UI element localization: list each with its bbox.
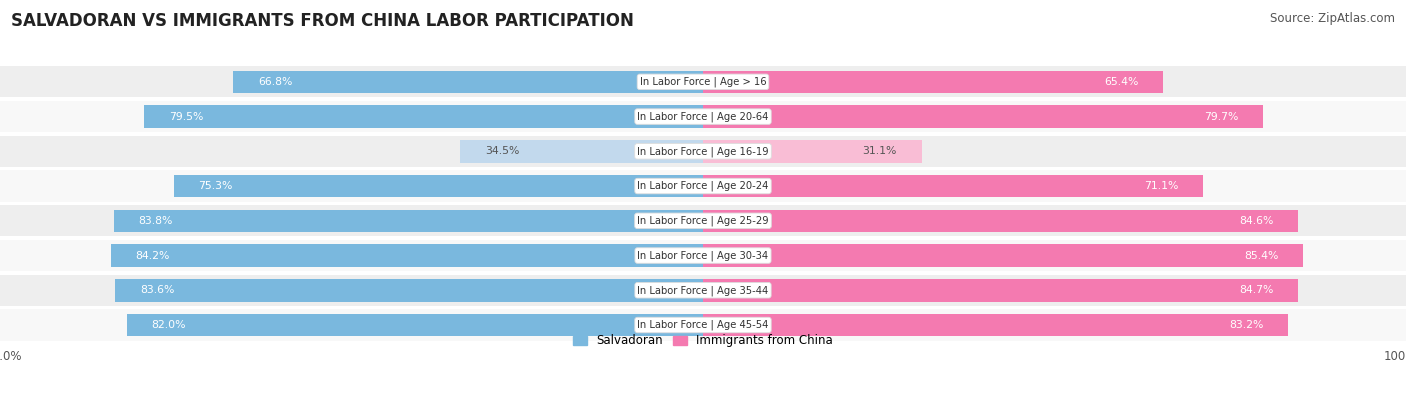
Bar — [233, 71, 703, 93]
Bar — [0, 205, 1406, 237]
Bar — [115, 279, 703, 301]
Text: 79.7%: 79.7% — [1205, 111, 1239, 122]
Text: 84.7%: 84.7% — [1240, 285, 1274, 295]
Bar — [0, 66, 1406, 98]
Text: In Labor Force | Age 35-44: In Labor Force | Age 35-44 — [637, 285, 769, 295]
Text: In Labor Force | Age > 16: In Labor Force | Age > 16 — [640, 77, 766, 87]
Text: 79.5%: 79.5% — [169, 111, 202, 122]
Text: SALVADORAN VS IMMIGRANTS FROM CHINA LABOR PARTICIPATION: SALVADORAN VS IMMIGRANTS FROM CHINA LABO… — [11, 12, 634, 30]
Bar — [703, 105, 1264, 128]
Bar — [0, 101, 1406, 132]
Text: 83.6%: 83.6% — [141, 285, 174, 295]
Text: 75.3%: 75.3% — [198, 181, 232, 191]
Text: 71.1%: 71.1% — [1144, 181, 1178, 191]
Bar — [703, 140, 922, 163]
Bar — [173, 175, 703, 198]
Text: 84.6%: 84.6% — [1239, 216, 1272, 226]
Bar — [145, 105, 703, 128]
Text: 34.5%: 34.5% — [485, 146, 519, 156]
Text: In Labor Force | Age 20-24: In Labor Force | Age 20-24 — [637, 181, 769, 191]
Bar — [703, 71, 1163, 93]
Text: In Labor Force | Age 45-54: In Labor Force | Age 45-54 — [637, 320, 769, 330]
Bar — [0, 240, 1406, 271]
Bar — [0, 275, 1406, 306]
Bar — [127, 314, 703, 336]
Text: In Labor Force | Age 16-19: In Labor Force | Age 16-19 — [637, 146, 769, 156]
Bar — [114, 209, 703, 232]
Legend: Salvadoran, Immigrants from China: Salvadoran, Immigrants from China — [574, 335, 832, 348]
Bar — [111, 244, 703, 267]
Text: In Labor Force | Age 30-34: In Labor Force | Age 30-34 — [637, 250, 769, 261]
Bar — [461, 140, 703, 163]
Bar — [703, 279, 1299, 301]
Text: 65.4%: 65.4% — [1104, 77, 1139, 87]
Text: Source: ZipAtlas.com: Source: ZipAtlas.com — [1270, 12, 1395, 25]
Text: 82.0%: 82.0% — [152, 320, 186, 330]
Bar — [703, 175, 1204, 198]
Bar — [703, 209, 1298, 232]
Text: 66.8%: 66.8% — [259, 77, 292, 87]
Bar — [0, 170, 1406, 202]
Bar — [0, 135, 1406, 167]
Bar — [0, 309, 1406, 340]
Text: 31.1%: 31.1% — [863, 146, 897, 156]
Text: 83.2%: 83.2% — [1229, 320, 1264, 330]
Bar — [703, 314, 1288, 336]
Bar — [703, 244, 1303, 267]
Text: 85.4%: 85.4% — [1244, 250, 1279, 261]
Text: 84.2%: 84.2% — [135, 250, 170, 261]
Text: In Labor Force | Age 20-64: In Labor Force | Age 20-64 — [637, 111, 769, 122]
Text: 83.8%: 83.8% — [138, 216, 173, 226]
Text: In Labor Force | Age 25-29: In Labor Force | Age 25-29 — [637, 216, 769, 226]
